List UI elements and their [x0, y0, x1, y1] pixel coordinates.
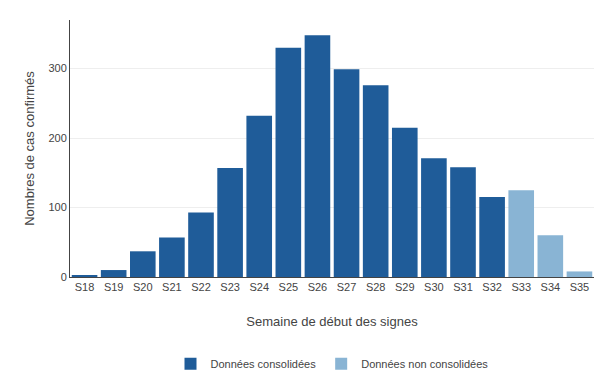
svg-text:S35: S35 — [570, 281, 590, 293]
svg-text:Données consolidées: Données consolidées — [211, 358, 317, 370]
svg-text:S28: S28 — [366, 281, 386, 293]
svg-text:S20: S20 — [133, 281, 153, 293]
svg-text:S29: S29 — [395, 281, 415, 293]
svg-text:S33: S33 — [511, 281, 531, 293]
svg-text:100: 100 — [48, 201, 66, 213]
svg-text:S21: S21 — [162, 281, 182, 293]
svg-text:S22: S22 — [191, 281, 211, 293]
svg-text:S27: S27 — [337, 281, 357, 293]
svg-text:S26: S26 — [308, 281, 328, 293]
svg-text:Nombres de cas confirmés: Nombres de cas confirmés — [22, 71, 37, 226]
svg-text:S34: S34 — [541, 281, 561, 293]
svg-text:S30: S30 — [424, 281, 444, 293]
svg-text:Données non consolidées: Données non consolidées — [361, 358, 488, 370]
svg-text:S25: S25 — [279, 281, 299, 293]
svg-text:S24: S24 — [249, 281, 269, 293]
svg-text:0: 0 — [61, 271, 67, 283]
svg-text:S31: S31 — [453, 281, 473, 293]
svg-text:200: 200 — [48, 132, 66, 144]
svg-text:S23: S23 — [220, 281, 240, 293]
svg-text:S19: S19 — [104, 281, 124, 293]
svg-text:300: 300 — [48, 62, 66, 74]
svg-text:S18: S18 — [75, 281, 95, 293]
svg-text:S32: S32 — [482, 281, 502, 293]
svg-text:Semaine de début des signes: Semaine de début des signes — [246, 314, 418, 329]
